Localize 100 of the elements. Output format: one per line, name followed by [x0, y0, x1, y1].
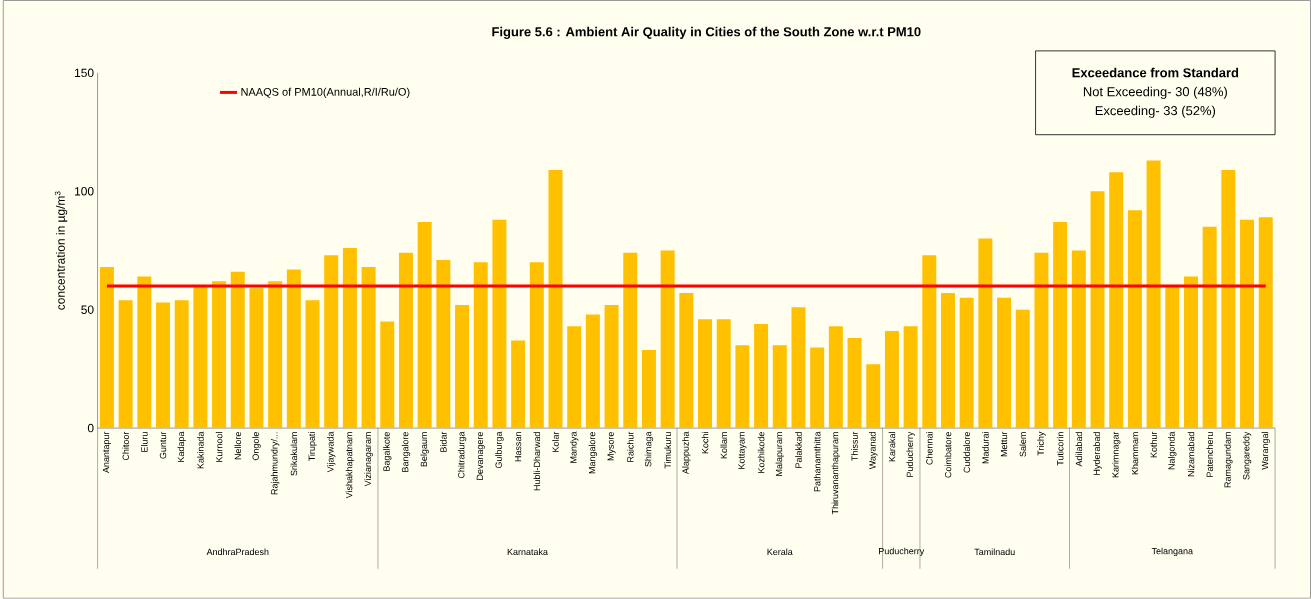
bar [941, 293, 955, 429]
chart-title: Figure 5.6 : Ambient Air Quality in Cities of the South Zone w.r.t PM10 [492, 26, 921, 40]
x-tick-label: Nizamabad [1187, 432, 1195, 477]
y-tick-label: 150 [74, 68, 94, 78]
x-tick-label: Kottayam [738, 432, 747, 469]
x-tick-label: Salem [1019, 432, 1027, 457]
x-tick-label: Tuticorin [1056, 432, 1064, 466]
x-tick-label: Karimnagar [1112, 431, 1121, 478]
bar [922, 255, 937, 429]
x-tick-label: Vizianagaram [364, 432, 373, 487]
x-tick-label: Kurnool [215, 432, 223, 462]
x-tick-label: Patencheru [1206, 432, 1213, 477]
x-tick-label: Chitoor [122, 431, 129, 461]
x-tick-label: Malapuram [775, 432, 784, 476]
bar [1071, 250, 1086, 429]
bar [1221, 170, 1236, 429]
x-tick-label: Bidar [440, 431, 447, 452]
x-tick-label: Sangareddy [1242, 431, 1252, 480]
bar [268, 281, 283, 429]
bar [417, 222, 432, 429]
x-tick-label: Devanagere [476, 432, 485, 480]
bar [623, 252, 638, 429]
bar [1109, 172, 1124, 429]
bar [249, 288, 264, 429]
bar [212, 281, 227, 429]
x-tick-label: Pathanamthitta [813, 431, 821, 492]
x-tick-label: Gulburga [495, 431, 504, 469]
x-tick-label: Ramagundam [1224, 432, 1233, 488]
bar [1202, 226, 1217, 429]
x-tick-label: Puducherry [906, 431, 915, 477]
x-tick-label: Madurai [982, 432, 989, 464]
bar [305, 300, 320, 429]
x-tick-label: Warangal [1261, 432, 1270, 470]
x-tick-label: Kochi [701, 432, 709, 454]
y-tick-label: 0 [87, 423, 94, 433]
annotation: Exceeding- 33 (52%) [1095, 105, 1216, 118]
bar [286, 269, 301, 429]
x-tick-label: Palakkad [795, 432, 802, 468]
text: Karnataka [507, 548, 548, 556]
bar [99, 267, 114, 429]
x-tick-label: Kakinada [197, 431, 204, 469]
legend-label: NAAQS of PM10(Annual,R/I/Ru/O) [241, 87, 410, 99]
x-tick-label: Cuddalore [963, 432, 970, 473]
bar [828, 326, 843, 429]
bar [1090, 191, 1105, 429]
annotation: Exceedance from Standard [1072, 67, 1239, 78]
x-tick-label: Nalgonda [1168, 431, 1177, 470]
bar [361, 267, 376, 429]
bar [1258, 217, 1273, 429]
bar [230, 271, 245, 429]
x-tick-label: Karakal [888, 432, 896, 462]
x-tick-label: Mandya [570, 431, 579, 463]
bar [1165, 286, 1180, 429]
text: AndhraPradesh [206, 548, 269, 556]
x-tick-label: Tirupati [308, 432, 317, 462]
bar [716, 319, 731, 429]
x-tick-label: Hyderabad [1093, 432, 1102, 475]
bar [1034, 252, 1049, 429]
x-tick-label: Raichur [626, 431, 634, 462]
bar [1127, 210, 1142, 429]
bar [1240, 219, 1255, 429]
bar [735, 345, 750, 429]
y-axis-title: concentration in µg/m$^{3}$ [54, 191, 68, 310]
bar [847, 338, 862, 429]
bar [660, 250, 675, 429]
bar [866, 364, 881, 429]
x-tick-label: Anantapur [102, 431, 111, 474]
x-tick-label: Eluru [141, 432, 148, 452]
bar [585, 314, 600, 429]
x-tick-label: Shimaga [644, 431, 654, 467]
x-tick-label: Alappuzha [682, 431, 691, 475]
bar [398, 252, 413, 429]
x-tick-label: Wayanad [869, 432, 878, 470]
x-tick-label: Trichy [1037, 431, 1046, 456]
bar [1053, 222, 1068, 429]
text: Telangana [1151, 547, 1193, 557]
x-tick-label: Chennai [926, 432, 933, 465]
bar [903, 326, 918, 429]
bar [511, 340, 526, 429]
x-tick-label: Thiruvananthapuram [831, 432, 841, 515]
bar [1183, 276, 1198, 429]
bar [754, 324, 769, 429]
x-tick-label: Coimbatore [944, 432, 952, 478]
bar [884, 331, 899, 429]
x-tick-label: Timukuru [664, 432, 671, 469]
text: Tamilnadu [974, 548, 1015, 556]
bar [342, 248, 357, 429]
x-tick-label: Kozhikode [757, 432, 765, 473]
bar [118, 300, 133, 429]
x-tick-label: Khammam [1131, 432, 1139, 475]
bar [380, 321, 395, 429]
bar [604, 305, 619, 429]
bar [698, 319, 713, 429]
x-tick-label: Rajahmundry/... [270, 432, 280, 495]
x-tick-label: Mangalore [588, 432, 598, 474]
bar [137, 276, 152, 429]
x-tick-label: Mettur [1000, 431, 1008, 457]
bar [810, 347, 825, 429]
x-tick-label: Bagalkote [383, 432, 392, 471]
bar [1015, 309, 1030, 429]
